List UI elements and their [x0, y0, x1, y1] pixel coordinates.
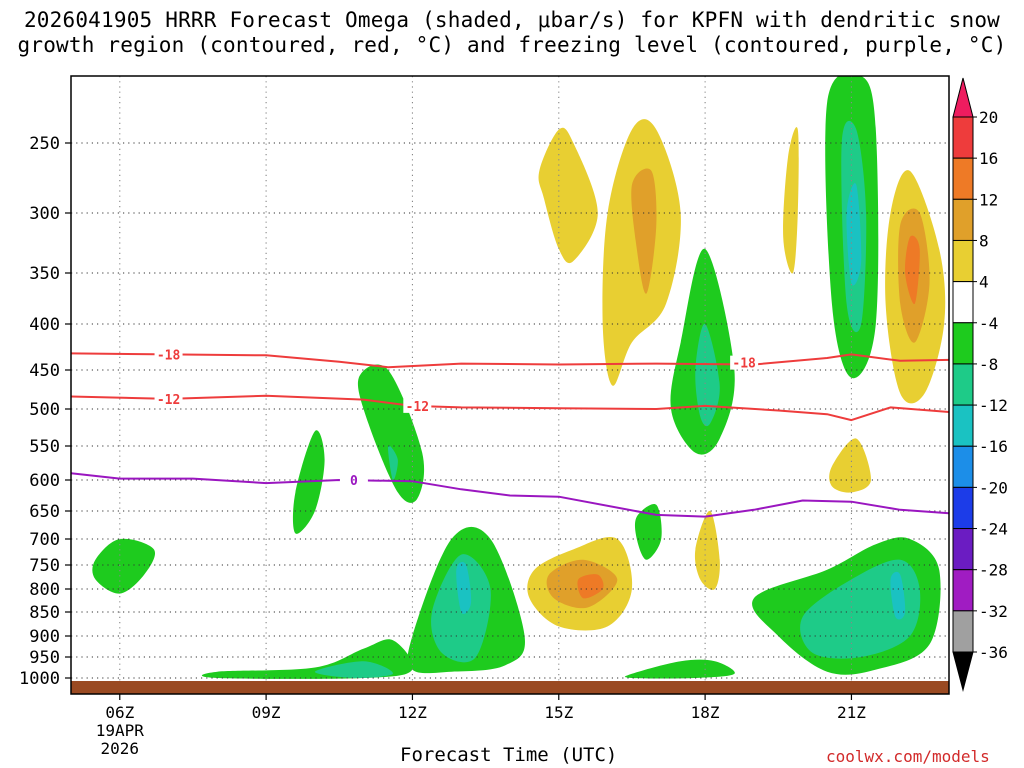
colorbar-label-9: -20	[979, 478, 1008, 497]
colorbar-label-7: -12	[979, 396, 1008, 415]
ytick-label-800: 800	[29, 580, 60, 600]
contour-dgz-bottom	[71, 394, 949, 422]
omega-region-30	[829, 438, 872, 493]
colorbar-band-7	[952, 404, 974, 447]
colorbar-band-10	[952, 528, 974, 571]
contour-label-bg	[403, 398, 432, 413]
contour-label-dgz-bottom-1: -12	[406, 400, 429, 415]
contour-label-dgz-top-1: -18	[732, 357, 756, 372]
colorbar-band-2	[952, 198, 974, 241]
credit-link[interactable]: coolwx.com/models	[826, 747, 990, 766]
ytick-label-550: 550	[29, 437, 60, 457]
colorbar-label-10: -24	[979, 520, 1008, 539]
colorbar: 20 16 12 8 4 -4 -8 -12 -16 -20 -24 -28 -32 -36	[952, 77, 1008, 692]
contour-label-dgz-top-0: -18	[157, 348, 181, 363]
omega-region-3	[783, 127, 799, 274]
xtick-year: 2026	[101, 739, 140, 758]
colorbar-label-5: -4	[979, 314, 998, 333]
colorbar-band-3	[952, 239, 974, 283]
y-axis: 250 300 350 400 450 500 550 600 650 700 750 800 850 9…	[19, 134, 71, 689]
ytick-label-350: 350	[29, 264, 60, 284]
ground-strip	[71, 681, 949, 694]
colorbar-band-9	[952, 486, 974, 530]
omega-region-24	[624, 659, 735, 679]
colorbar-band-4	[952, 281, 974, 324]
omega-region-6	[904, 235, 920, 305]
ytick-label-300: 300	[29, 204, 60, 224]
contour-label-dgz-bottom-0: -12	[157, 393, 180, 408]
ytick-label-500: 500	[29, 400, 60, 420]
omega-region-13	[387, 445, 398, 481]
colorbar-arrow-top	[952, 77, 974, 118]
omega-region-28	[634, 503, 662, 560]
omega-region-11	[695, 323, 720, 427]
ytick-label-250: 250	[29, 134, 60, 154]
omega-region-27	[890, 571, 906, 620]
omega-region-29	[694, 510, 720, 590]
x-axis-title: Forecast Time (UTC)	[400, 744, 618, 766]
omega-region-15	[92, 538, 156, 594]
omega-shading	[92, 76, 946, 679]
colorbar-label-6: -8	[979, 355, 998, 374]
omega-region-21	[456, 562, 472, 614]
colorbar-label-12: -32	[979, 602, 1008, 621]
plot-frame	[70, 75, 950, 695]
contour-label-bg	[730, 355, 759, 370]
omega-region-26	[800, 559, 921, 659]
ytick-label-900: 900	[29, 627, 60, 647]
colorbar-label-4: 4	[979, 273, 989, 292]
chart-title-line-2: growth region (contoured, red, °C) and f…	[17, 33, 1007, 57]
xtick-date: 19APR	[96, 721, 145, 740]
colorbar-band-1	[952, 157, 974, 200]
ytick-label-450: 450	[29, 361, 60, 381]
ytick-label-400: 400	[29, 315, 60, 335]
colorbar-label-3: 8	[979, 231, 989, 250]
colorbar-band-8	[952, 445, 974, 488]
contour-label-freezing-level-0: 0	[350, 474, 358, 489]
ytick-label-700: 700	[29, 530, 60, 550]
contour-label-bg	[154, 391, 183, 406]
omega-region-12	[357, 364, 425, 503]
ytick-label-750: 750	[29, 556, 60, 576]
contour-label-bg	[154, 347, 183, 362]
colorbar-label-1: 16	[979, 149, 998, 168]
ytick-label-1000: 1000	[19, 669, 60, 689]
colorbar-label-0: 20	[979, 108, 998, 127]
colorbar-label-2: 12	[979, 190, 998, 209]
omega-region-0	[538, 127, 598, 264]
colorbar-label-11: -28	[979, 561, 1008, 580]
xtick-label-06Z: 06Z	[105, 703, 134, 722]
colorbar-arrow-bottom	[952, 651, 974, 692]
colorbar-band-0	[952, 116, 974, 159]
ytick-label-600: 600	[29, 471, 60, 491]
chart-title-line-1: 2026041905 HRRR Forecast Omega (shaded, …	[23, 8, 1001, 32]
omega-region-2	[631, 168, 657, 294]
colorbar-band-6	[952, 363, 974, 406]
omega-region-23	[314, 661, 394, 679]
temperature-contours: -18 -18 -12 -12 0	[71, 347, 949, 518]
xtick-label-15Z: 15Z	[544, 703, 573, 722]
colorbar-band-12	[952, 610, 974, 653]
colorbar-label-13: -36	[979, 643, 1008, 662]
ytick-label-850: 850	[29, 603, 60, 623]
contour-label-bg	[339, 473, 368, 488]
colorbar-band-5	[952, 322, 974, 365]
ytick-label-650: 650	[29, 502, 60, 522]
omega-region-18	[577, 574, 604, 599]
colorbar-label-8: -16	[979, 437, 1008, 456]
omega-region-9	[846, 183, 862, 286]
xtick-label-21Z: 21Z	[837, 703, 866, 722]
xtick-label-18Z: 18Z	[691, 703, 720, 722]
xtick-label-12Z: 12Z	[398, 703, 427, 722]
contour-dgz-top	[71, 352, 949, 369]
xtick-label-09Z: 09Z	[252, 703, 281, 722]
colorbar-band-11	[952, 569, 974, 612]
ytick-label-950: 950	[29, 648, 60, 668]
contour-freezing-level	[71, 472, 949, 518]
